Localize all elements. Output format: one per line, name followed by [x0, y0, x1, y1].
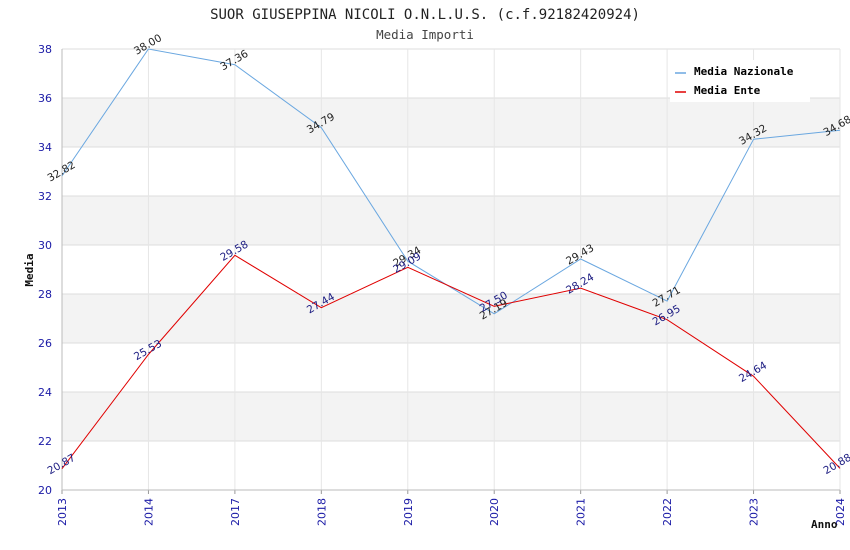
legend-label-nazionale: Media Nazionale — [694, 65, 794, 78]
y-tick-labels: 20 22 24 26 28 30 32 34 36 38 — [38, 43, 52, 497]
grid-bands — [62, 98, 840, 441]
x-tick-label: 2019 — [402, 498, 415, 526]
x-tick-label: 2017 — [229, 498, 242, 526]
x-tick-label: 2021 — [575, 498, 588, 526]
grid-band — [62, 294, 840, 343]
y-tick-label: 20 — [38, 484, 52, 497]
grid-band — [62, 196, 840, 245]
legend-label-ente: Media Ente — [694, 84, 761, 97]
series-lines — [61, 48, 841, 470]
series-line-nazionale — [61, 48, 841, 315]
x-tick-label: 2024 — [834, 498, 847, 526]
grid-band — [62, 392, 840, 441]
y-tick-label: 32 — [38, 190, 52, 203]
x-tick-labels: 2013 2014 2017 2018 2019 2020 2021 2022 2023 2024 — [56, 498, 847, 526]
y-tick-label: 30 — [38, 239, 52, 252]
axes — [61, 49, 841, 494]
x-tick-label: 2018 — [315, 498, 328, 526]
data-label: 20.88 — [822, 452, 850, 477]
x-axis-label: Anno — [811, 518, 838, 531]
x-tick-label: 2022 — [661, 498, 674, 526]
x-tick-label: 2020 — [488, 498, 501, 526]
series-line-ente — [61, 254, 841, 470]
x-tick-label: 2013 — [56, 498, 69, 526]
y-tick-label: 26 — [38, 337, 52, 350]
y-tick-label: 36 — [38, 92, 52, 105]
y-tick-label: 22 — [38, 435, 52, 448]
legend-box — [670, 60, 810, 102]
legend: Media Nazionale Media Ente — [670, 60, 810, 102]
grid-band — [62, 98, 840, 147]
y-tick-label: 34 — [38, 141, 52, 154]
y-tick-label: 38 — [38, 43, 52, 56]
chart-title: SUOR GIUSEPPINA NICOLI O.N.L.U.S. (c.f.9… — [210, 7, 640, 23]
y-tick-label: 24 — [38, 386, 52, 399]
y-axis-label: Media — [23, 253, 36, 286]
x-tick-label: 2014 — [142, 498, 155, 526]
y-tick-label: 28 — [38, 288, 52, 301]
x-tick-label: 2023 — [748, 498, 761, 526]
chart-subtitle: Media Importi — [376, 27, 474, 42]
